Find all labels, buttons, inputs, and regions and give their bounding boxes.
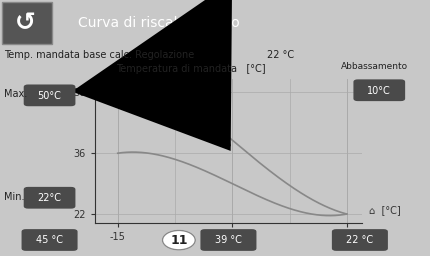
Text: 39 °C: 39 °C xyxy=(215,235,241,245)
Text: 22°C: 22°C xyxy=(37,193,61,204)
Text: 45 °C: 45 °C xyxy=(36,235,63,245)
Text: Abbassamento: Abbassamento xyxy=(341,62,408,71)
Text: ↺: ↺ xyxy=(15,11,36,35)
Text: 11: 11 xyxy=(170,234,187,247)
Text: 22 °C: 22 °C xyxy=(346,235,372,245)
FancyBboxPatch shape xyxy=(2,2,52,44)
Text: Min.: Min. xyxy=(4,192,25,202)
Text: Max.: Max. xyxy=(4,89,28,99)
Text: Temperatura di mandata   [°C]: Temperatura di mandata [°C] xyxy=(116,64,265,74)
Text: Temp. mandata base calc. Regolazione: Temp. mandata base calc. Regolazione xyxy=(4,50,194,60)
Text: 22 °C: 22 °C xyxy=(267,50,294,60)
Text: 10°C: 10°C xyxy=(366,86,390,96)
Text: Curva di riscaldamento: Curva di riscaldamento xyxy=(77,16,239,30)
Text: ⌂  [°C]: ⌂ [°C] xyxy=(368,205,399,215)
Text: 50°C: 50°C xyxy=(37,91,61,101)
